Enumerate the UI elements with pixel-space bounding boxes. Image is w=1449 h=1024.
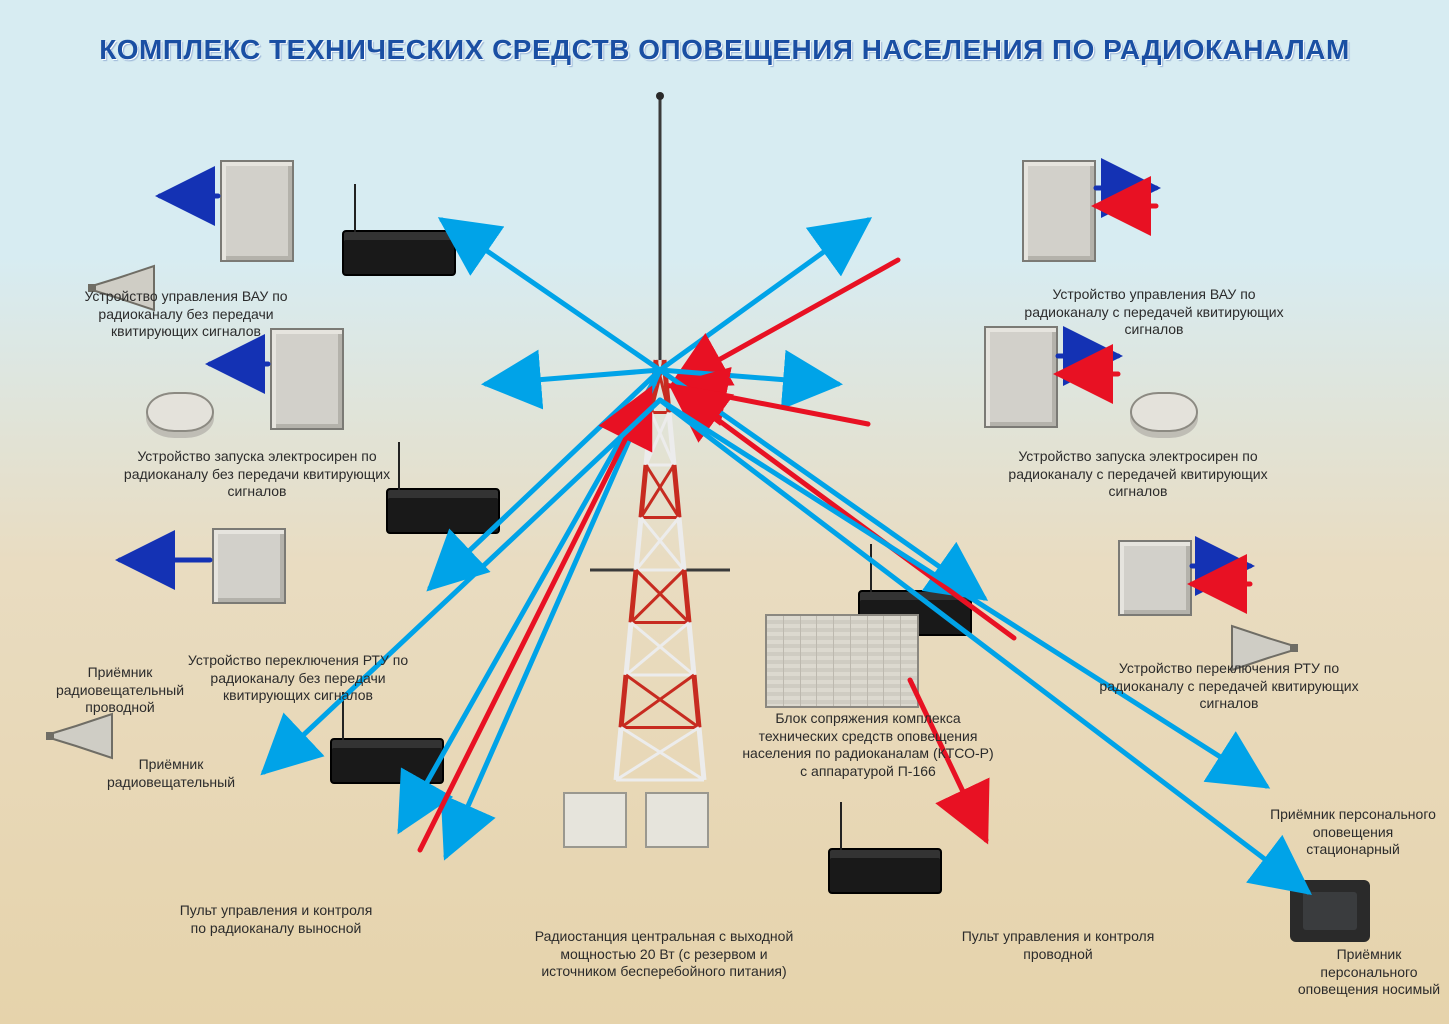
cabinet-r1 — [1022, 160, 1096, 262]
label-r1: Устройство управления ВАУ по радиоканалу… — [1024, 286, 1284, 339]
label-l2: Устройство запуска электросирен по радио… — [112, 448, 402, 501]
radio-l2 — [386, 488, 500, 534]
label-rack: Блок сопряжения комплекса технических ср… — [738, 710, 998, 780]
label-r4: Пульт управления и контроля проводной — [958, 928, 1158, 963]
label-station: Радиостанция центральная с выходной мощн… — [534, 928, 794, 981]
label-rr2: Приёмник персонального оповещения носимы… — [1294, 946, 1444, 999]
cabinet-r2 — [984, 326, 1058, 428]
label-l1: Устройство управления ВАУ по радиоканалу… — [56, 288, 316, 341]
cabinet-l3 — [212, 528, 286, 604]
device-rr2 — [1290, 880, 1370, 942]
siren-l2 — [146, 392, 214, 432]
label-r3: Устройство переключения РТУ по радиокана… — [1094, 660, 1364, 713]
page-title: КОМПЛЕКС ТЕХНИЧЕСКИХ СРЕДСТВ ОПОВЕЩЕНИЯ … — [0, 34, 1449, 66]
label-l3: Устройство переключения РТУ по радиокана… — [168, 652, 428, 705]
siren-r2 — [1130, 392, 1198, 432]
station-psu-2 — [645, 792, 709, 848]
label-l4: Пульт управления и контроля по радиокана… — [176, 902, 376, 937]
label-rl1: Приёмник радиовещательный проводной — [40, 664, 200, 717]
label-rl2: Приёмник радиовещательный — [106, 756, 236, 791]
cabinet-r3 — [1118, 540, 1192, 616]
label-rr1: Приёмник персонального оповещения стацио… — [1268, 806, 1438, 859]
cabinet-l2 — [270, 328, 344, 430]
radio-l3 — [330, 738, 444, 784]
radio-l1 — [342, 230, 456, 276]
cabinet-l1 — [220, 160, 294, 262]
label-r2: Устройство запуска электросирен по радио… — [988, 448, 1288, 501]
rack-p166 — [765, 614, 919, 708]
horn-l3 — [46, 712, 116, 760]
station-psu-1 — [563, 792, 627, 848]
radio-r2 — [828, 848, 942, 894]
